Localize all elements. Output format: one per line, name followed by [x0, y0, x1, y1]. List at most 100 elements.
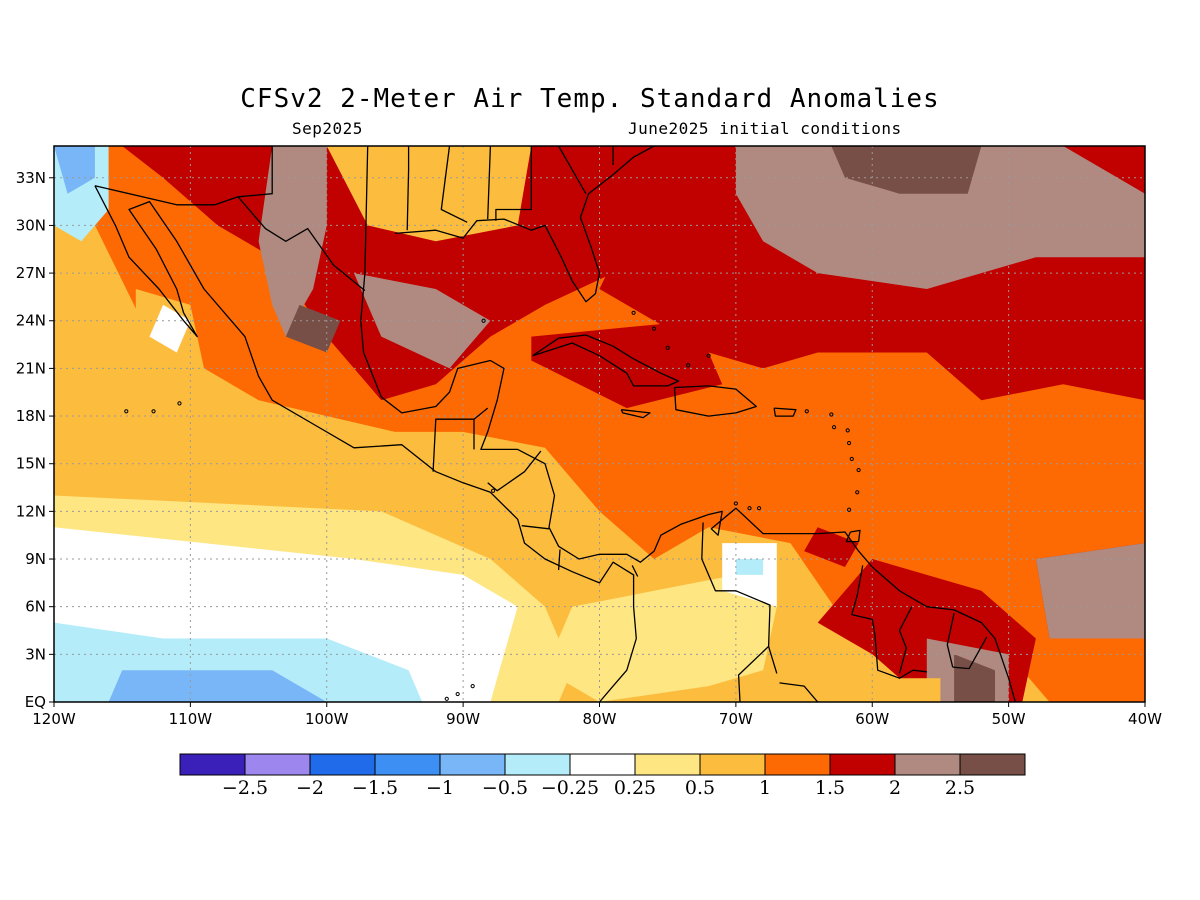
island [855, 490, 860, 495]
anomaly-region [354, 273, 491, 369]
colorbar-swatch [894, 753, 961, 776]
colorbar-label: −2 [296, 777, 324, 799]
lat-tick-label: 24N [16, 312, 46, 330]
lat-tick-label: 6N [25, 598, 46, 616]
island [706, 353, 711, 358]
island [846, 507, 852, 512]
island [849, 456, 854, 462]
anomaly-region [735, 559, 764, 575]
colorbar-label: 0.5 [685, 777, 715, 799]
colorbar-swatch [699, 753, 766, 776]
island [151, 409, 156, 414]
anomaly-region [1035, 543, 1145, 639]
coastline [557, 549, 561, 571]
anomaly-region [326, 146, 532, 242]
island [444, 696, 449, 701]
island [845, 428, 850, 433]
coastline [487, 450, 542, 492]
coastline [620, 409, 651, 419]
chart-title: CFSv2 2-Meter Air Temp. Standard Anomali… [240, 84, 940, 114]
anomaly-region [285, 304, 341, 353]
coastline [521, 525, 550, 530]
colorbar-label: −1 [426, 777, 454, 799]
coastline [432, 407, 489, 472]
colorbar-swatch [569, 753, 636, 776]
anomaly-region [735, 146, 1145, 289]
lon-tick-label: 40W [1128, 710, 1162, 728]
coastlines [94, 146, 1017, 702]
init-conditions-label: June2025 initial conditions [628, 119, 902, 138]
lat-tick-label: 12N [16, 502, 46, 520]
coastline [845, 529, 861, 543]
colorbar-swatch [179, 753, 246, 776]
island [804, 409, 809, 414]
anomaly-region [872, 678, 941, 702]
colorbar: −2.5 −2 −1.5 −1 −0.5 −0.25 0.25 0.5 1 1.5 2 2.5 [179, 753, 1026, 799]
island [856, 467, 861, 473]
coastline [406, 146, 410, 231]
island [481, 318, 486, 323]
anomaly-region [804, 527, 859, 567]
island [831, 425, 837, 430]
lon-tick-label: 80W [583, 710, 617, 728]
coastline [495, 146, 532, 221]
anomaly-region [954, 654, 995, 702]
colorbar-label: 1 [759, 777, 771, 799]
colorbar-swatch [959, 753, 1026, 776]
island [846, 440, 852, 446]
island [631, 310, 636, 315]
colorbar-label: −2.5 [222, 777, 268, 799]
coastline [737, 645, 770, 702]
anomaly-region [831, 146, 982, 194]
colorbar-swatch [764, 753, 831, 776]
island [491, 488, 496, 493]
colorbar-swatch [309, 753, 376, 776]
coastline [898, 606, 913, 674]
colorbar-swatch [504, 753, 571, 776]
island [733, 501, 738, 506]
colorbar-label: −0.25 [541, 777, 599, 799]
anomaly-region [531, 320, 723, 409]
lon-tick-label: 90W [446, 710, 480, 728]
coastline [779, 682, 819, 702]
coastline [238, 146, 273, 198]
coastline [946, 612, 955, 668]
coastline [440, 146, 468, 223]
coastline [94, 185, 366, 292]
coastline [487, 146, 492, 220]
lat-tick-label: 33N [16, 169, 46, 187]
lon-tick-label: 50W [992, 710, 1026, 728]
colorbar-swatch [634, 753, 701, 776]
colorbar-swatch [374, 753, 441, 776]
lon-tick-label: 60W [855, 710, 889, 728]
island [177, 401, 182, 406]
colorbar-swatch [829, 753, 896, 776]
colorbar-label: 2 [889, 777, 901, 799]
colorbar-swatch [439, 753, 506, 776]
island [470, 684, 475, 689]
valid-month-label: Sep2025 [292, 119, 363, 138]
anomaly-region [54, 146, 95, 194]
coastline [673, 385, 757, 417]
island [455, 691, 460, 697]
lat-tick-label: 21N [16, 359, 46, 377]
colorbar-swatch [244, 753, 311, 776]
colorbar-label: 1.5 [815, 777, 845, 799]
island [124, 409, 129, 414]
colorbar-label: 2.5 [945, 777, 975, 799]
coastline [851, 565, 927, 679]
coastline [952, 636, 988, 670]
coastline [558, 146, 587, 195]
colorbar-label: −1.5 [352, 777, 398, 799]
island [829, 412, 834, 417]
anomaly-region [108, 670, 327, 702]
gridlines [54, 146, 1145, 702]
lat-tick-label: 18N [16, 407, 46, 425]
lat-tick-label: 15N [16, 455, 46, 473]
lat-tick-label: 30N [16, 216, 46, 234]
island [756, 506, 762, 511]
island [747, 506, 752, 511]
anomaly-region [545, 574, 777, 702]
colorbar-label: 0.25 [614, 777, 656, 799]
